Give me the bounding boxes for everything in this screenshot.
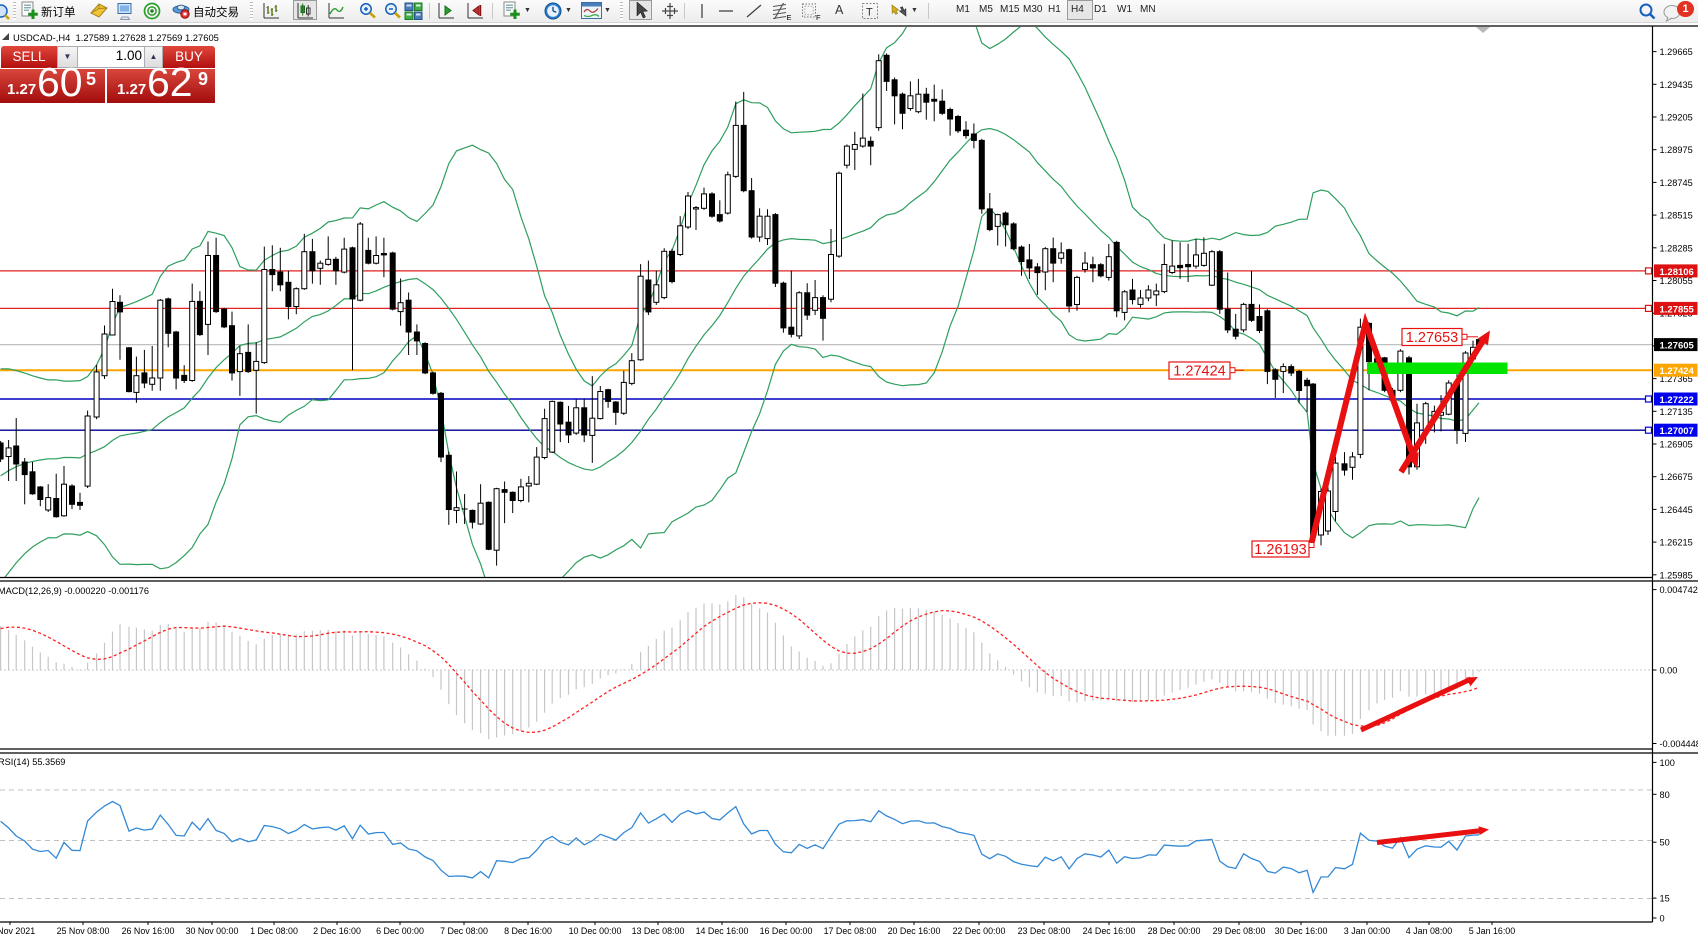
svg-text:1.27365: 1.27365: [1660, 374, 1693, 384]
svg-text:20 Dec 16:00: 20 Dec 16:00: [888, 926, 941, 936]
svg-text:1.27855: 1.27855: [1660, 304, 1695, 315]
svg-text:1.28055: 1.28055: [1660, 276, 1693, 286]
svg-text:1.26215: 1.26215: [1660, 538, 1693, 548]
svg-text:14 Dec 16:00: 14 Dec 16:00: [696, 926, 749, 936]
svg-text:29 Dec 08:00: 29 Dec 08:00: [1213, 926, 1266, 936]
svg-text:50: 50: [1660, 838, 1670, 848]
svg-text:0.00: 0.00: [1660, 666, 1678, 676]
svg-text:26 Nov 16:00: 26 Nov 16:00: [122, 926, 175, 936]
svg-text:8 Dec 16:00: 8 Dec 16:00: [504, 926, 552, 936]
svg-text:3 Jan 00:00: 3 Jan 00:00: [1344, 926, 1390, 936]
svg-text:1.26445: 1.26445: [1660, 505, 1693, 515]
svg-text:1.27424: 1.27424: [1660, 366, 1695, 377]
svg-text:22 Dec 00:00: 22 Dec 00:00: [953, 926, 1006, 936]
svg-text:1.29665: 1.29665: [1660, 47, 1693, 57]
svg-text:0: 0: [1660, 914, 1665, 924]
svg-text:1.26905: 1.26905: [1660, 440, 1693, 450]
svg-text:-0.004448: -0.004448: [1660, 739, 1698, 749]
svg-text:1.26675: 1.26675: [1660, 472, 1693, 482]
svg-text:4 Jan 08:00: 4 Jan 08:00: [1406, 926, 1452, 936]
svg-text:24 Nov 2021: 24 Nov 2021: [0, 926, 35, 936]
svg-text:1.28106: 1.28106: [1660, 267, 1694, 278]
svg-text:MACD(12,26,9) -0.000220 -0.001: MACD(12,26,9) -0.000220 -0.001176: [0, 586, 149, 596]
svg-text:1.28285: 1.28285: [1660, 243, 1693, 253]
svg-text:80: 80: [1660, 790, 1670, 800]
svg-text:0.004742: 0.004742: [1660, 585, 1698, 595]
svg-text:23 Dec 08:00: 23 Dec 08:00: [1018, 926, 1071, 936]
svg-text:1.29205: 1.29205: [1660, 113, 1693, 123]
svg-text:24 Dec 16:00: 24 Dec 16:00: [1083, 926, 1136, 936]
svg-text:10 Dec 00:00: 10 Dec 00:00: [569, 926, 622, 936]
svg-text:16 Dec 00:00: 16 Dec 00:00: [760, 926, 813, 936]
svg-text:30 Dec 16:00: 30 Dec 16:00: [1275, 926, 1328, 936]
svg-text:100: 100: [1660, 758, 1675, 768]
svg-text:1.27222: 1.27222: [1660, 395, 1694, 406]
svg-text:E: E: [787, 13, 792, 21]
svg-text:1.27653: 1.27653: [1406, 330, 1458, 346]
svg-text:1.27605: 1.27605: [1660, 341, 1695, 352]
svg-text:1.27135: 1.27135: [1660, 407, 1693, 417]
svg-text:15: 15: [1660, 894, 1670, 904]
svg-text:28 Dec 00:00: 28 Dec 00:00: [1148, 926, 1201, 936]
svg-text:1.28975: 1.28975: [1660, 145, 1693, 155]
svg-text:1.25985: 1.25985: [1660, 570, 1693, 580]
svg-text:13 Dec 08:00: 13 Dec 08:00: [632, 926, 685, 936]
svg-text:T: T: [866, 7, 873, 19]
svg-text:2 Dec 16:00: 2 Dec 16:00: [313, 926, 361, 936]
svg-text:RSI(14) 55.3569: RSI(14) 55.3569: [0, 757, 65, 767]
svg-text:5 Jan 16:00: 5 Jan 16:00: [1469, 926, 1515, 936]
svg-text:1.26193: 1.26193: [1254, 542, 1306, 558]
svg-text:F: F: [816, 13, 821, 21]
svg-text:1.29435: 1.29435: [1660, 80, 1693, 90]
svg-text:7 Dec 08:00: 7 Dec 08:00: [440, 926, 488, 936]
svg-text:6 Dec 00:00: 6 Dec 00:00: [376, 926, 424, 936]
svg-text:1.27007: 1.27007: [1660, 426, 1694, 437]
svg-text:30 Nov 00:00: 30 Nov 00:00: [186, 926, 239, 936]
svg-text:1.28745: 1.28745: [1660, 178, 1693, 188]
svg-text:1.28515: 1.28515: [1660, 211, 1693, 221]
svg-text:25 Nov 08:00: 25 Nov 08:00: [57, 926, 110, 936]
svg-text:USDCAD-,H4 1.27589 1.27628 1.: USDCAD-,H4 1.27589 1.27628 1.27569 1.276…: [13, 32, 219, 43]
svg-text:17 Dec 08:00: 17 Dec 08:00: [824, 926, 877, 936]
svg-text:1.27424: 1.27424: [1173, 364, 1225, 380]
svg-text:1 Dec 08:00: 1 Dec 08:00: [250, 926, 298, 936]
